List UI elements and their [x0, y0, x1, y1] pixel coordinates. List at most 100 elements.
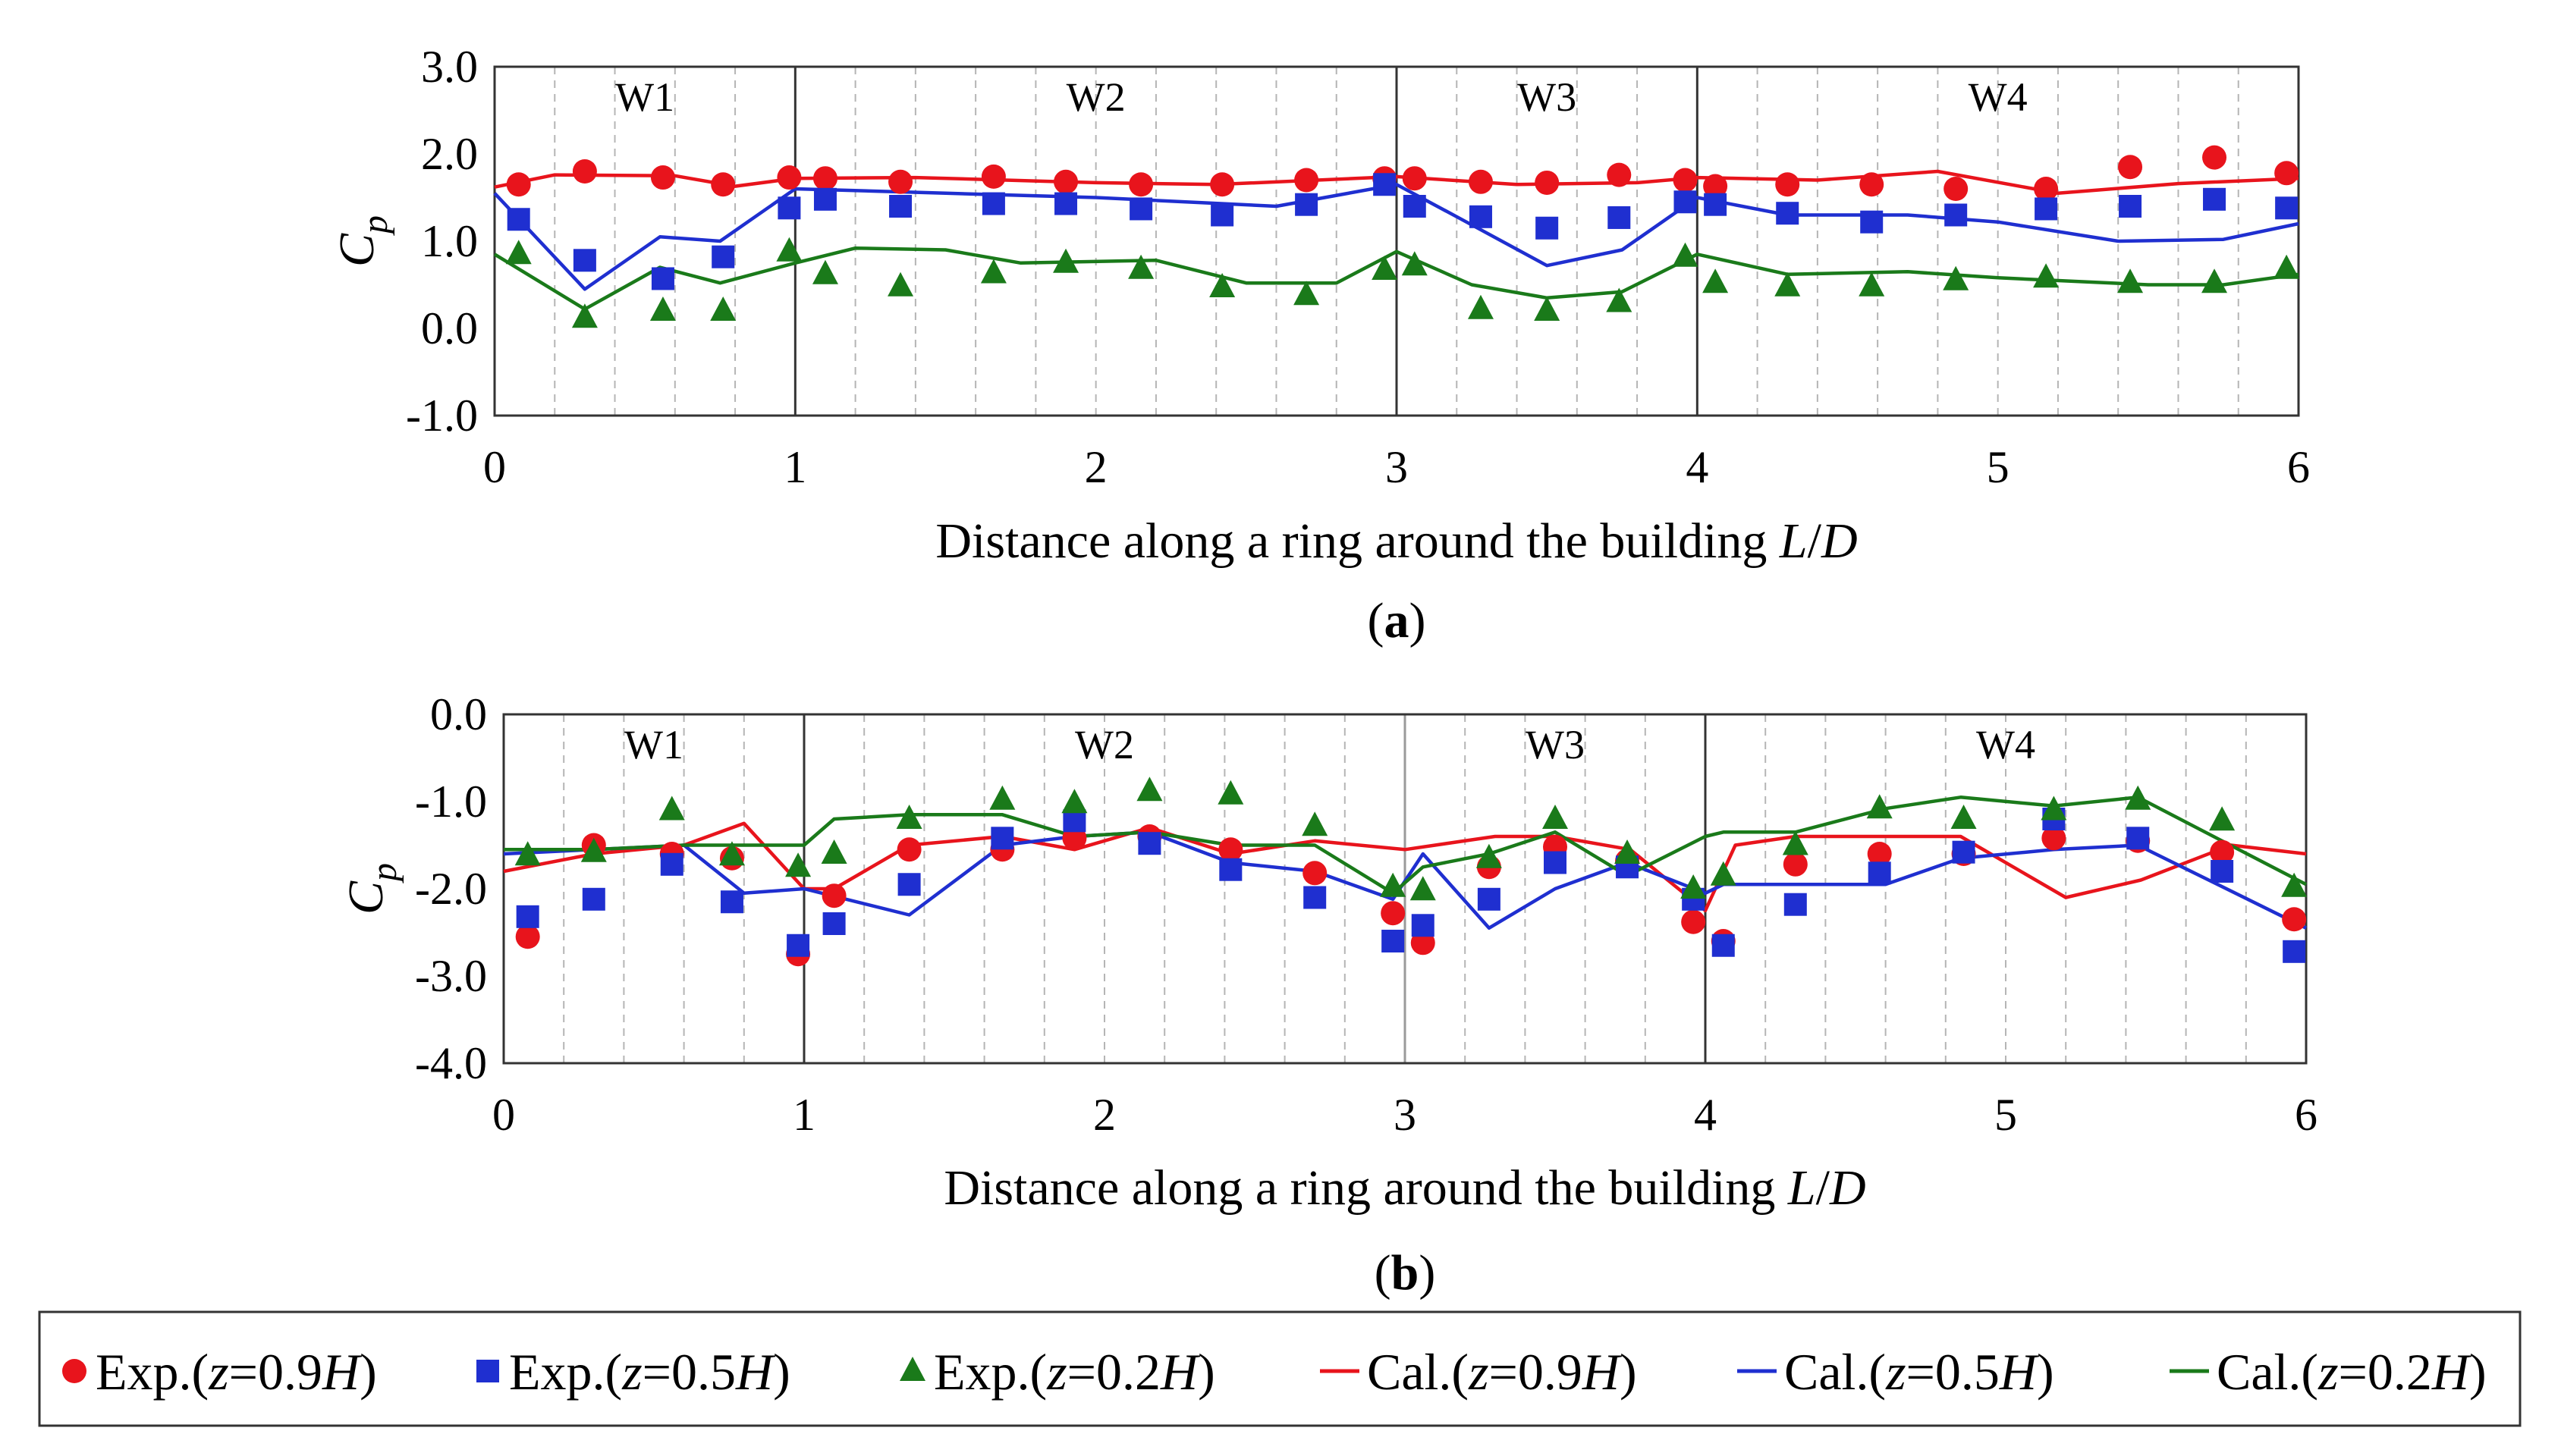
data-point-exp02 — [1782, 830, 1808, 855]
x-tick-label: 0 — [492, 1090, 515, 1140]
x-tick-label: 6 — [2295, 1090, 2317, 1140]
data-point-exp02 — [1475, 843, 1502, 868]
x-tick-label: 3 — [1394, 1090, 1416, 1140]
legend-item-exp09: Exp.(z=0.9H) — [62, 1343, 377, 1401]
data-point-exp02 — [1774, 271, 1801, 297]
data-point-exp02 — [580, 837, 607, 862]
data-point-exp02 — [1302, 811, 1328, 836]
legend-swatch-marker — [900, 1357, 925, 1381]
data-point-exp05 — [897, 873, 921, 896]
x-axis-title-var-l: L — [1779, 513, 1808, 569]
data-point-exp05 — [507, 208, 530, 231]
data-point-exp02 — [2209, 806, 2236, 831]
data-point-exp02 — [718, 841, 745, 866]
data-point-exp09 — [1607, 162, 1632, 187]
panel-label-close: ) — [1409, 593, 1426, 648]
x-tick-label: 5 — [1994, 1090, 2017, 1140]
x-tick-label: 2 — [1085, 442, 1108, 492]
panel-label-a: (a) — [1368, 593, 1426, 648]
data-point-exp09 — [1054, 169, 1079, 194]
data-point-exp09 — [1673, 168, 1698, 193]
data-point-exp09 — [981, 164, 1006, 189]
legend-label-mid: =0.2 — [1067, 1343, 1161, 1401]
data-point-exp02 — [1672, 242, 1698, 267]
legend-label: Cal.(z=0.2H) — [2217, 1343, 2487, 1401]
series-markers-exp09 — [506, 145, 2299, 201]
legend-label-h: H — [735, 1343, 776, 1401]
data-point-exp09 — [1129, 172, 1154, 197]
x-tick-label: 1 — [793, 1090, 815, 1140]
plot-frame — [502, 713, 2308, 1065]
data-point-exp02 — [571, 303, 598, 328]
data-point-exp05 — [1219, 858, 1243, 881]
legend-item-cal05: Cal.(z=0.5H) — [1737, 1343, 2054, 1401]
x-tick-label: 5 — [1987, 442, 2010, 492]
legend-label-suffix: ) — [2469, 1343, 2487, 1401]
x-axis-title-text: Distance along a ring around the buildin… — [944, 1160, 1788, 1216]
legend-label-h: H — [1999, 1343, 2040, 1401]
legend-label: Exp.(z=0.5H) — [509, 1343, 790, 1401]
x-tick-label: 3 — [1385, 442, 1408, 492]
legend-label-var: z — [621, 1343, 642, 1401]
data-point-exp05 — [1860, 210, 1884, 234]
region-label-w2: W2 — [1075, 722, 1134, 767]
data-point-exp05 — [720, 890, 743, 914]
x-tick-label: 4 — [1686, 442, 1708, 492]
data-point-exp09 — [2282, 907, 2307, 932]
data-point-exp09 — [1402, 166, 1427, 191]
legend-item-exp02: Exp.(z=0.2H) — [900, 1343, 1215, 1401]
data-point-exp05 — [1130, 197, 1153, 221]
data-point-exp09 — [2034, 177, 2059, 201]
y-tick-label: 2.0 — [421, 129, 478, 179]
x-tick-label: 2 — [1093, 1090, 1116, 1140]
x-tick-label: 6 — [2287, 442, 2310, 492]
data-point-exp09 — [1703, 174, 1728, 199]
data-point-exp02 — [2033, 263, 2060, 288]
data-point-exp09 — [2274, 161, 2299, 186]
legend-label-var: z — [2317, 1343, 2338, 1401]
data-point-exp05 — [1544, 851, 1566, 874]
data-point-exp02 — [785, 852, 812, 877]
legend-item-cal09: Cal.(z=0.9H) — [1320, 1343, 1637, 1401]
data-point-exp02 — [1053, 248, 1079, 273]
data-point-exp09 — [1859, 172, 1884, 197]
data-point-exp02 — [1710, 861, 1736, 886]
data-point-exp05 — [2126, 827, 2150, 850]
data-point-exp02 — [2281, 872, 2308, 897]
data-point-exp02 — [1372, 255, 1398, 280]
x-axis-title-var-d: D — [1821, 513, 1858, 569]
data-point-exp05 — [651, 267, 674, 290]
y-axis-title-subscript: p — [364, 863, 404, 883]
data-point-exp02 — [1859, 271, 1885, 297]
data-point-exp09 — [1681, 909, 1706, 934]
region-label-w4: W4 — [1976, 722, 2035, 767]
legend-swatch-marker — [62, 1359, 86, 1383]
data-point-exp05 — [2119, 195, 2142, 218]
series-markers-exp05 — [507, 173, 2299, 290]
data-point-exp02 — [980, 259, 1007, 284]
data-point-exp05 — [1711, 934, 1735, 957]
data-point-exp09 — [1302, 861, 1328, 886]
data-point-exp02 — [1680, 874, 1707, 899]
data-point-exp09 — [506, 172, 531, 197]
x-axis-title-var-d: D — [1829, 1160, 1866, 1216]
data-point-exp02 — [505, 240, 532, 265]
legend-label-suffix: ) — [360, 1343, 377, 1401]
data-point-exp05 — [889, 195, 913, 218]
chart-panel-b: W1 W2 W3 W4 0.0 -1.0 -2.0 -3.0 -4.00 1 2 3 4 5 6 Cp Dist… — [338, 689, 2317, 1301]
data-point-exp09 — [515, 924, 540, 949]
data-point-exp05 — [778, 196, 801, 220]
data-point-exp02 — [2273, 254, 2300, 279]
data-point-exp05 — [2275, 196, 2299, 220]
panel-label-letter: b — [1391, 1245, 1419, 1301]
legend-label-suffix: ) — [1620, 1343, 1637, 1401]
data-point-exp09 — [777, 165, 802, 190]
panel-label-close: ) — [1419, 1245, 1435, 1301]
legend: Exp.(z=0.9H) Exp.(z=0.5H) Exp.(z=0.2H) Cal.… — [38, 1310, 2522, 1427]
data-point-exp05 — [712, 245, 735, 268]
y-axis-title-symbol: C — [338, 880, 394, 915]
data-point-exp09 — [2202, 145, 2227, 170]
x-axis-title-var-l: L — [1787, 1160, 1816, 1216]
legend-label-mid: =0.5 — [1906, 1343, 2000, 1401]
